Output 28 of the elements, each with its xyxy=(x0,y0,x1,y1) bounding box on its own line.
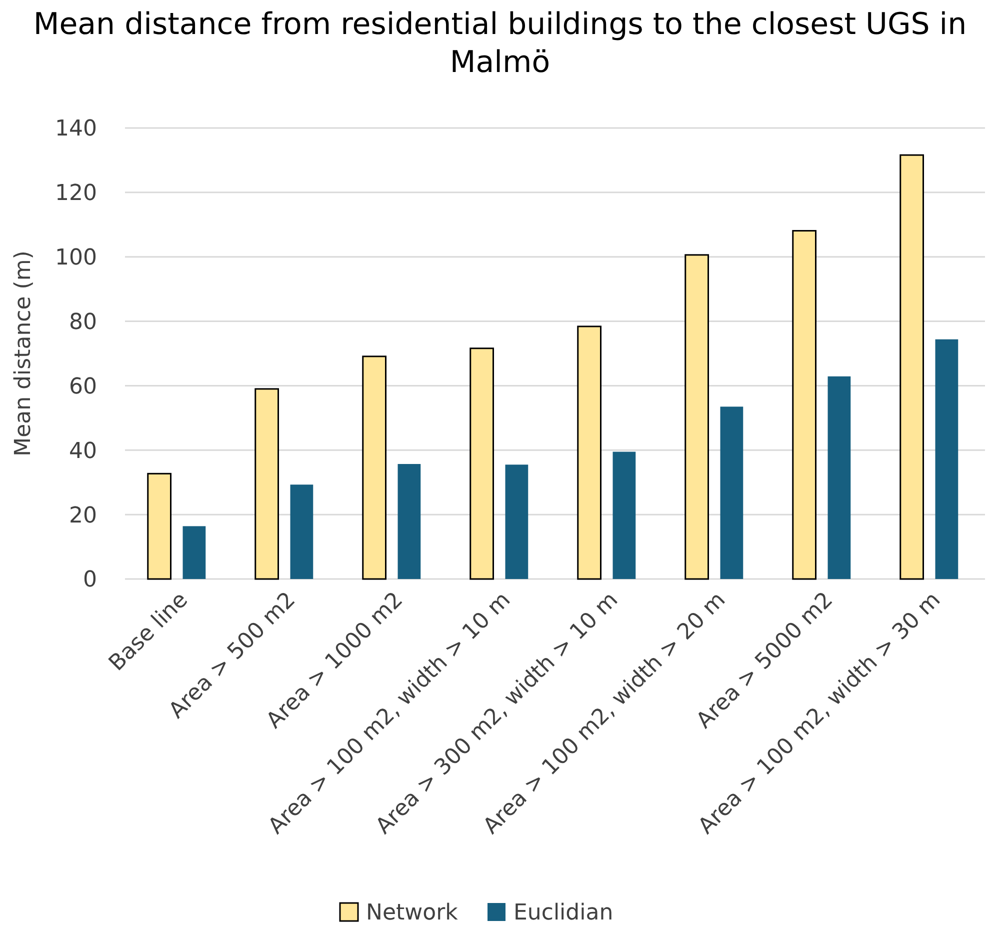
y-axis-title: Mean distance (m) xyxy=(11,250,36,456)
bar xyxy=(720,406,744,579)
bar xyxy=(577,326,602,580)
y-tick-label: 100 xyxy=(55,246,97,271)
bar xyxy=(828,376,851,579)
y-tick-label: 0 xyxy=(83,568,97,593)
bar xyxy=(470,348,494,580)
bar xyxy=(505,464,528,579)
bar xyxy=(362,356,386,580)
y-tick-label: 40 xyxy=(69,438,97,464)
y-tick-label: 120 xyxy=(55,181,97,206)
bar xyxy=(147,472,172,580)
bar xyxy=(182,526,206,579)
chart-title: Mean distance from residential buildings to the closest UGS in Malmö xyxy=(33,7,967,80)
bar xyxy=(398,464,421,579)
legend-label: Network xyxy=(366,900,458,926)
y-tick-label: 60 xyxy=(69,374,97,400)
bar xyxy=(900,154,924,580)
y-tick-label: 140 xyxy=(55,116,97,142)
bar xyxy=(290,484,314,579)
legend-label: Euclidian xyxy=(514,900,614,926)
bar xyxy=(935,339,958,579)
y-tick-label: 80 xyxy=(69,310,97,335)
bar xyxy=(612,452,636,579)
bar xyxy=(792,230,816,580)
bar xyxy=(684,254,709,580)
bar xyxy=(254,388,279,580)
y-tick-label: 20 xyxy=(69,503,97,528)
